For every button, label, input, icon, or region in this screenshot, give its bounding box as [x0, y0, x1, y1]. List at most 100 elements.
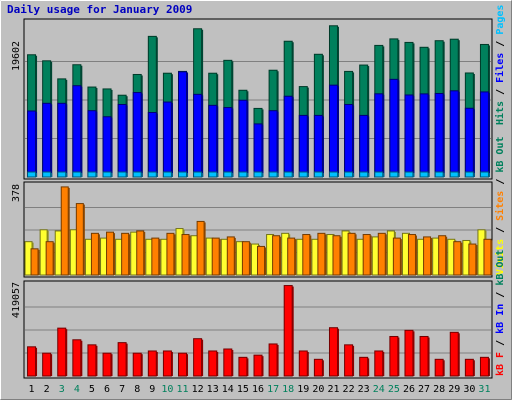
- bar-files: [313, 114, 323, 178]
- bar-kb-f: [208, 350, 218, 377]
- bar-kb-f: [87, 344, 97, 377]
- bar-kb-f: [42, 352, 52, 377]
- bar-shadow: [428, 173, 430, 177]
- bar-sites: [121, 232, 130, 276]
- bar-files: [117, 103, 127, 178]
- bar-shadow: [397, 173, 400, 177]
- bar-kb-f: [434, 358, 444, 377]
- bar-sites: [483, 238, 492, 276]
- day-label: 17: [267, 384, 279, 395]
- bar-shadow: [337, 86, 339, 177]
- legend-entry: kB F: [495, 352, 506, 376]
- bar-shadow: [156, 351, 158, 376]
- bar-kb-f: [449, 331, 459, 377]
- bar-shadow: [412, 95, 415, 177]
- bar-shadow: [141, 93, 143, 177]
- bar-pages: [178, 171, 188, 178]
- bar-shadow: [204, 222, 206, 275]
- bar-files: [479, 91, 489, 178]
- bar-sites: [317, 232, 326, 276]
- bar-shadow: [382, 351, 385, 376]
- day-label: 28: [433, 384, 445, 395]
- bar-shadow: [385, 234, 387, 275]
- bar-kb-f: [374, 350, 384, 377]
- legend-entry: kB In: [495, 304, 506, 334]
- bar-kb-f: [193, 338, 203, 377]
- bar-shadow: [324, 234, 327, 275]
- bar-pages: [87, 171, 97, 178]
- bar-kb-f: [328, 327, 338, 377]
- bar-sites: [30, 248, 39, 276]
- bar-kb-f: [223, 348, 233, 377]
- legend-entry: Visits: [494, 239, 506, 275]
- bar-shadow: [171, 103, 173, 177]
- bar-shadow: [50, 354, 53, 376]
- bar-sites: [45, 241, 54, 276]
- panel-traffic-ymax: 419057: [11, 282, 22, 318]
- bar-pages: [57, 171, 67, 178]
- bar-shadow: [367, 173, 370, 177]
- bar-sites: [272, 235, 281, 276]
- bar-shadow: [65, 104, 68, 177]
- bar-shadow: [443, 173, 445, 177]
- bar-shadow: [156, 173, 158, 177]
- bar-shadow: [111, 117, 113, 177]
- bar-shadow: [458, 333, 460, 376]
- bar-shadow: [262, 356, 264, 376]
- bar-pages: [27, 171, 37, 178]
- panel-legend: Hits / Files / Pages: [494, 5, 506, 125]
- bar-shadow: [352, 105, 355, 177]
- bar-pages: [162, 171, 172, 178]
- bar-pages: [344, 171, 354, 178]
- bar-kb-f: [389, 335, 399, 377]
- bar-files: [42, 102, 52, 178]
- bar-files: [434, 92, 444, 178]
- legend-entry: kB Out: [495, 250, 506, 286]
- bar-files: [223, 107, 233, 178]
- bar-shadow: [352, 345, 355, 376]
- panel-usage-ymax: 19602: [11, 41, 22, 71]
- bar-sites: [60, 186, 69, 276]
- bar-kb-f: [359, 356, 369, 377]
- bar-shadow: [488, 92, 490, 177]
- bar-shadow: [430, 237, 433, 275]
- day-label: 11: [176, 384, 188, 395]
- bar-files: [328, 84, 338, 178]
- bar-sites: [332, 235, 341, 276]
- bar-pages: [374, 171, 384, 178]
- x-axis-day-labels: 1 2 3 4 5 6 7 8 9 10 11 12 13 14 15 16 17 18 19 20 21 22 23 24 2…: [29, 384, 491, 395]
- bar-shadow: [473, 109, 475, 177]
- bar-sites: [347, 232, 356, 276]
- bar-shadow: [307, 173, 309, 177]
- bar-files: [208, 104, 218, 178]
- bar-shadow: [158, 239, 161, 275]
- bar-pages: [464, 171, 474, 178]
- bar-shadow: [443, 360, 445, 376]
- bar-shadow: [95, 345, 98, 376]
- bar-files: [404, 94, 414, 178]
- bar-shadow: [400, 239, 402, 275]
- bar-pages: [238, 171, 248, 178]
- bar-shadow: [279, 236, 282, 275]
- bar-shadow: [111, 354, 113, 376]
- bar-sites: [241, 241, 250, 276]
- bar-shadow: [292, 173, 294, 177]
- bar-shadow: [246, 173, 249, 177]
- bar-sites: [257, 245, 265, 276]
- legend-separator: /: [495, 221, 506, 239]
- bar-shadow: [428, 94, 430, 177]
- bar-kb-f: [238, 356, 248, 377]
- bar-shadow: [322, 360, 324, 376]
- day-label: 12: [192, 384, 204, 395]
- bar-shadow: [65, 329, 68, 376]
- bar-shadow: [428, 337, 430, 376]
- bar-shadow: [80, 340, 83, 376]
- bar-pages: [419, 171, 429, 178]
- bar-shadow: [141, 354, 143, 376]
- bar-pages: [132, 171, 142, 178]
- bar-shadow: [95, 173, 98, 177]
- bar-shadow: [231, 108, 234, 177]
- legend-entry: Hits: [494, 101, 506, 125]
- panel-legend: Visits / Sites / kB Out: [494, 137, 506, 275]
